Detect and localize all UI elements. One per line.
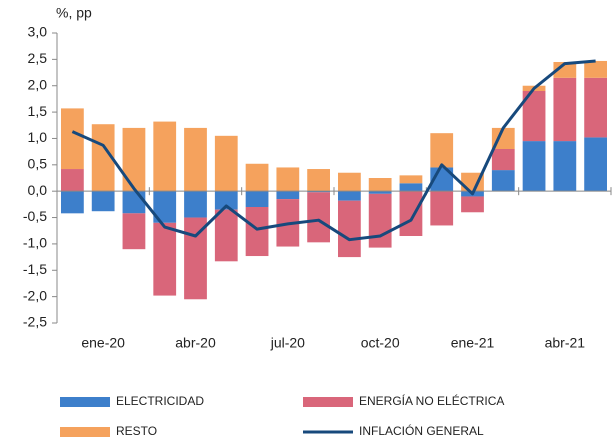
bar bbox=[91, 124, 115, 192]
bar bbox=[368, 191, 392, 194]
bar bbox=[461, 196, 484, 213]
y-tick-label: -2,0 bbox=[23, 287, 47, 303]
y-tick-label: -1,5 bbox=[23, 261, 47, 277]
bar bbox=[399, 183, 423, 192]
y-tick-label: 0,0 bbox=[28, 182, 48, 198]
bar bbox=[399, 191, 423, 236]
y-tick-label: 2,0 bbox=[28, 76, 48, 92]
bar bbox=[276, 191, 300, 200]
bar bbox=[430, 191, 454, 226]
x-tick-label: abr-20 bbox=[175, 335, 216, 351]
bar bbox=[276, 167, 300, 192]
bar bbox=[184, 127, 207, 192]
bar bbox=[338, 200, 361, 258]
bar bbox=[522, 91, 546, 142]
bar bbox=[307, 169, 330, 192]
y-tick-label: 1,0 bbox=[28, 129, 48, 145]
bar bbox=[553, 77, 577, 142]
bar bbox=[61, 108, 84, 170]
bar bbox=[553, 141, 577, 192]
x-tick-label: oct-20 bbox=[361, 335, 400, 351]
bar bbox=[153, 191, 177, 223]
y-tick-label: 3,0 bbox=[28, 24, 48, 40]
legend-label: INFLACIÓN GENERAL bbox=[359, 423, 484, 438]
bar bbox=[584, 137, 607, 192]
y-tick-label: 1,5 bbox=[28, 103, 48, 119]
y-tick-label: 2,5 bbox=[28, 50, 48, 66]
bar bbox=[553, 62, 577, 78]
bar bbox=[522, 141, 546, 192]
bar bbox=[307, 191, 330, 193]
bar bbox=[245, 191, 269, 207]
bar bbox=[584, 77, 607, 138]
y-tick-label: 0,5 bbox=[28, 156, 48, 172]
bar bbox=[122, 191, 146, 214]
bar bbox=[245, 207, 269, 257]
bar bbox=[338, 191, 361, 201]
bar bbox=[491, 170, 515, 192]
bar bbox=[584, 60, 607, 78]
bar bbox=[491, 149, 515, 171]
bar bbox=[368, 193, 392, 248]
y-tick-label: -1,0 bbox=[23, 235, 47, 251]
bar bbox=[307, 192, 330, 243]
bar bbox=[368, 178, 392, 192]
bar bbox=[430, 133, 454, 168]
x-tick-label: jul-20 bbox=[270, 335, 305, 351]
bar bbox=[91, 191, 115, 212]
x-tick-label: ene-20 bbox=[81, 335, 125, 351]
bar bbox=[122, 127, 146, 192]
bar bbox=[491, 127, 515, 149]
bar bbox=[214, 135, 238, 192]
legend-swatch bbox=[60, 427, 110, 437]
legend-swatch bbox=[60, 397, 110, 407]
bar bbox=[214, 191, 238, 210]
y-tick-label: -0,5 bbox=[23, 208, 47, 224]
x-tick-label: abr-21 bbox=[545, 335, 586, 351]
x-tick-label: ene-21 bbox=[451, 335, 495, 351]
bar bbox=[399, 175, 423, 184]
bar bbox=[122, 213, 146, 250]
y-unit: %, pp bbox=[56, 5, 92, 21]
bar bbox=[245, 163, 269, 192]
legend-swatch bbox=[303, 397, 353, 407]
bar bbox=[184, 217, 207, 300]
bar bbox=[338, 172, 361, 192]
bar bbox=[214, 209, 238, 262]
line bbox=[71, 59, 596, 242]
y-tick-label: -2,5 bbox=[23, 314, 47, 330]
bar bbox=[61, 169, 84, 192]
bar bbox=[184, 191, 207, 218]
bar bbox=[153, 121, 177, 192]
legend-label: ENERGÍA NO ELÉCTRICA bbox=[359, 393, 504, 408]
bar bbox=[153, 222, 177, 296]
bar bbox=[61, 191, 84, 214]
legend-label: ELECTRICIDAD bbox=[116, 394, 204, 408]
legend-label: RESTO bbox=[116, 424, 157, 438]
